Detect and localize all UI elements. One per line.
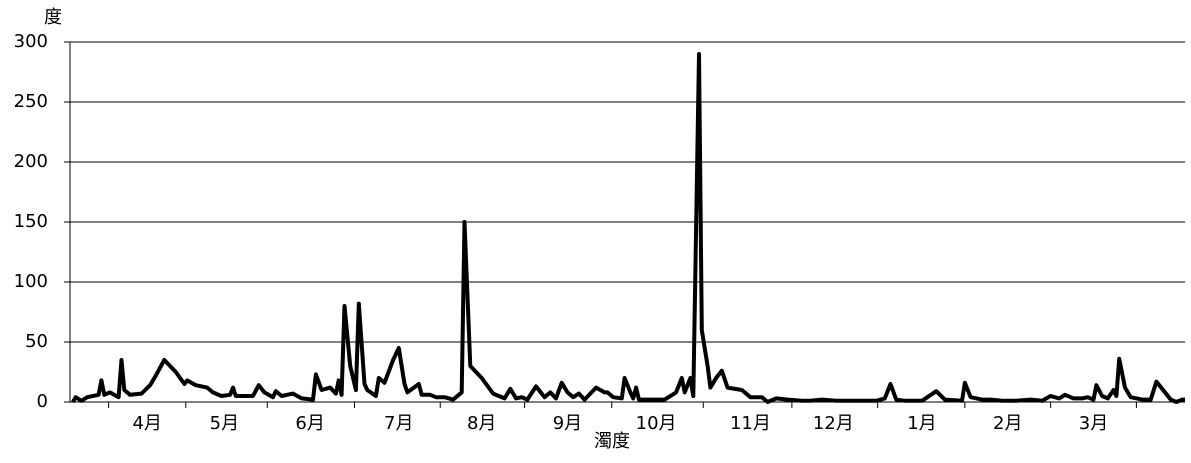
- x-tick-label: 9月: [553, 413, 582, 434]
- y-tick-label: 50: [25, 331, 48, 352]
- x-tick-label: 6月: [295, 413, 324, 434]
- data-line: [71, 52, 1185, 404]
- y-tick-label: 100: [14, 271, 48, 292]
- y-tick-label: 300: [14, 31, 48, 52]
- x-tick-label: 12月: [813, 413, 854, 434]
- x-tick-label: 4月: [132, 413, 161, 434]
- y-tick-label: 0: [37, 391, 48, 412]
- x-tick-label: 11月: [730, 413, 771, 434]
- x-tick-label: 7月: [384, 413, 413, 434]
- y-axis-label: 度: [44, 7, 62, 28]
- x-tick-label: 2月: [993, 413, 1022, 434]
- x-tick-label: 10月: [636, 413, 677, 434]
- y-tick-label: 200: [14, 151, 48, 172]
- y-tick-label: 150: [14, 211, 48, 232]
- y-tick-label: 250: [14, 91, 48, 112]
- x-tick-label: 5月: [210, 413, 239, 434]
- x-tick-label: 3月: [1079, 413, 1108, 434]
- x-tick-label: 8月: [467, 413, 496, 434]
- x-axis-label: 濁度: [594, 431, 630, 452]
- x-tick-label: 1月: [907, 413, 936, 434]
